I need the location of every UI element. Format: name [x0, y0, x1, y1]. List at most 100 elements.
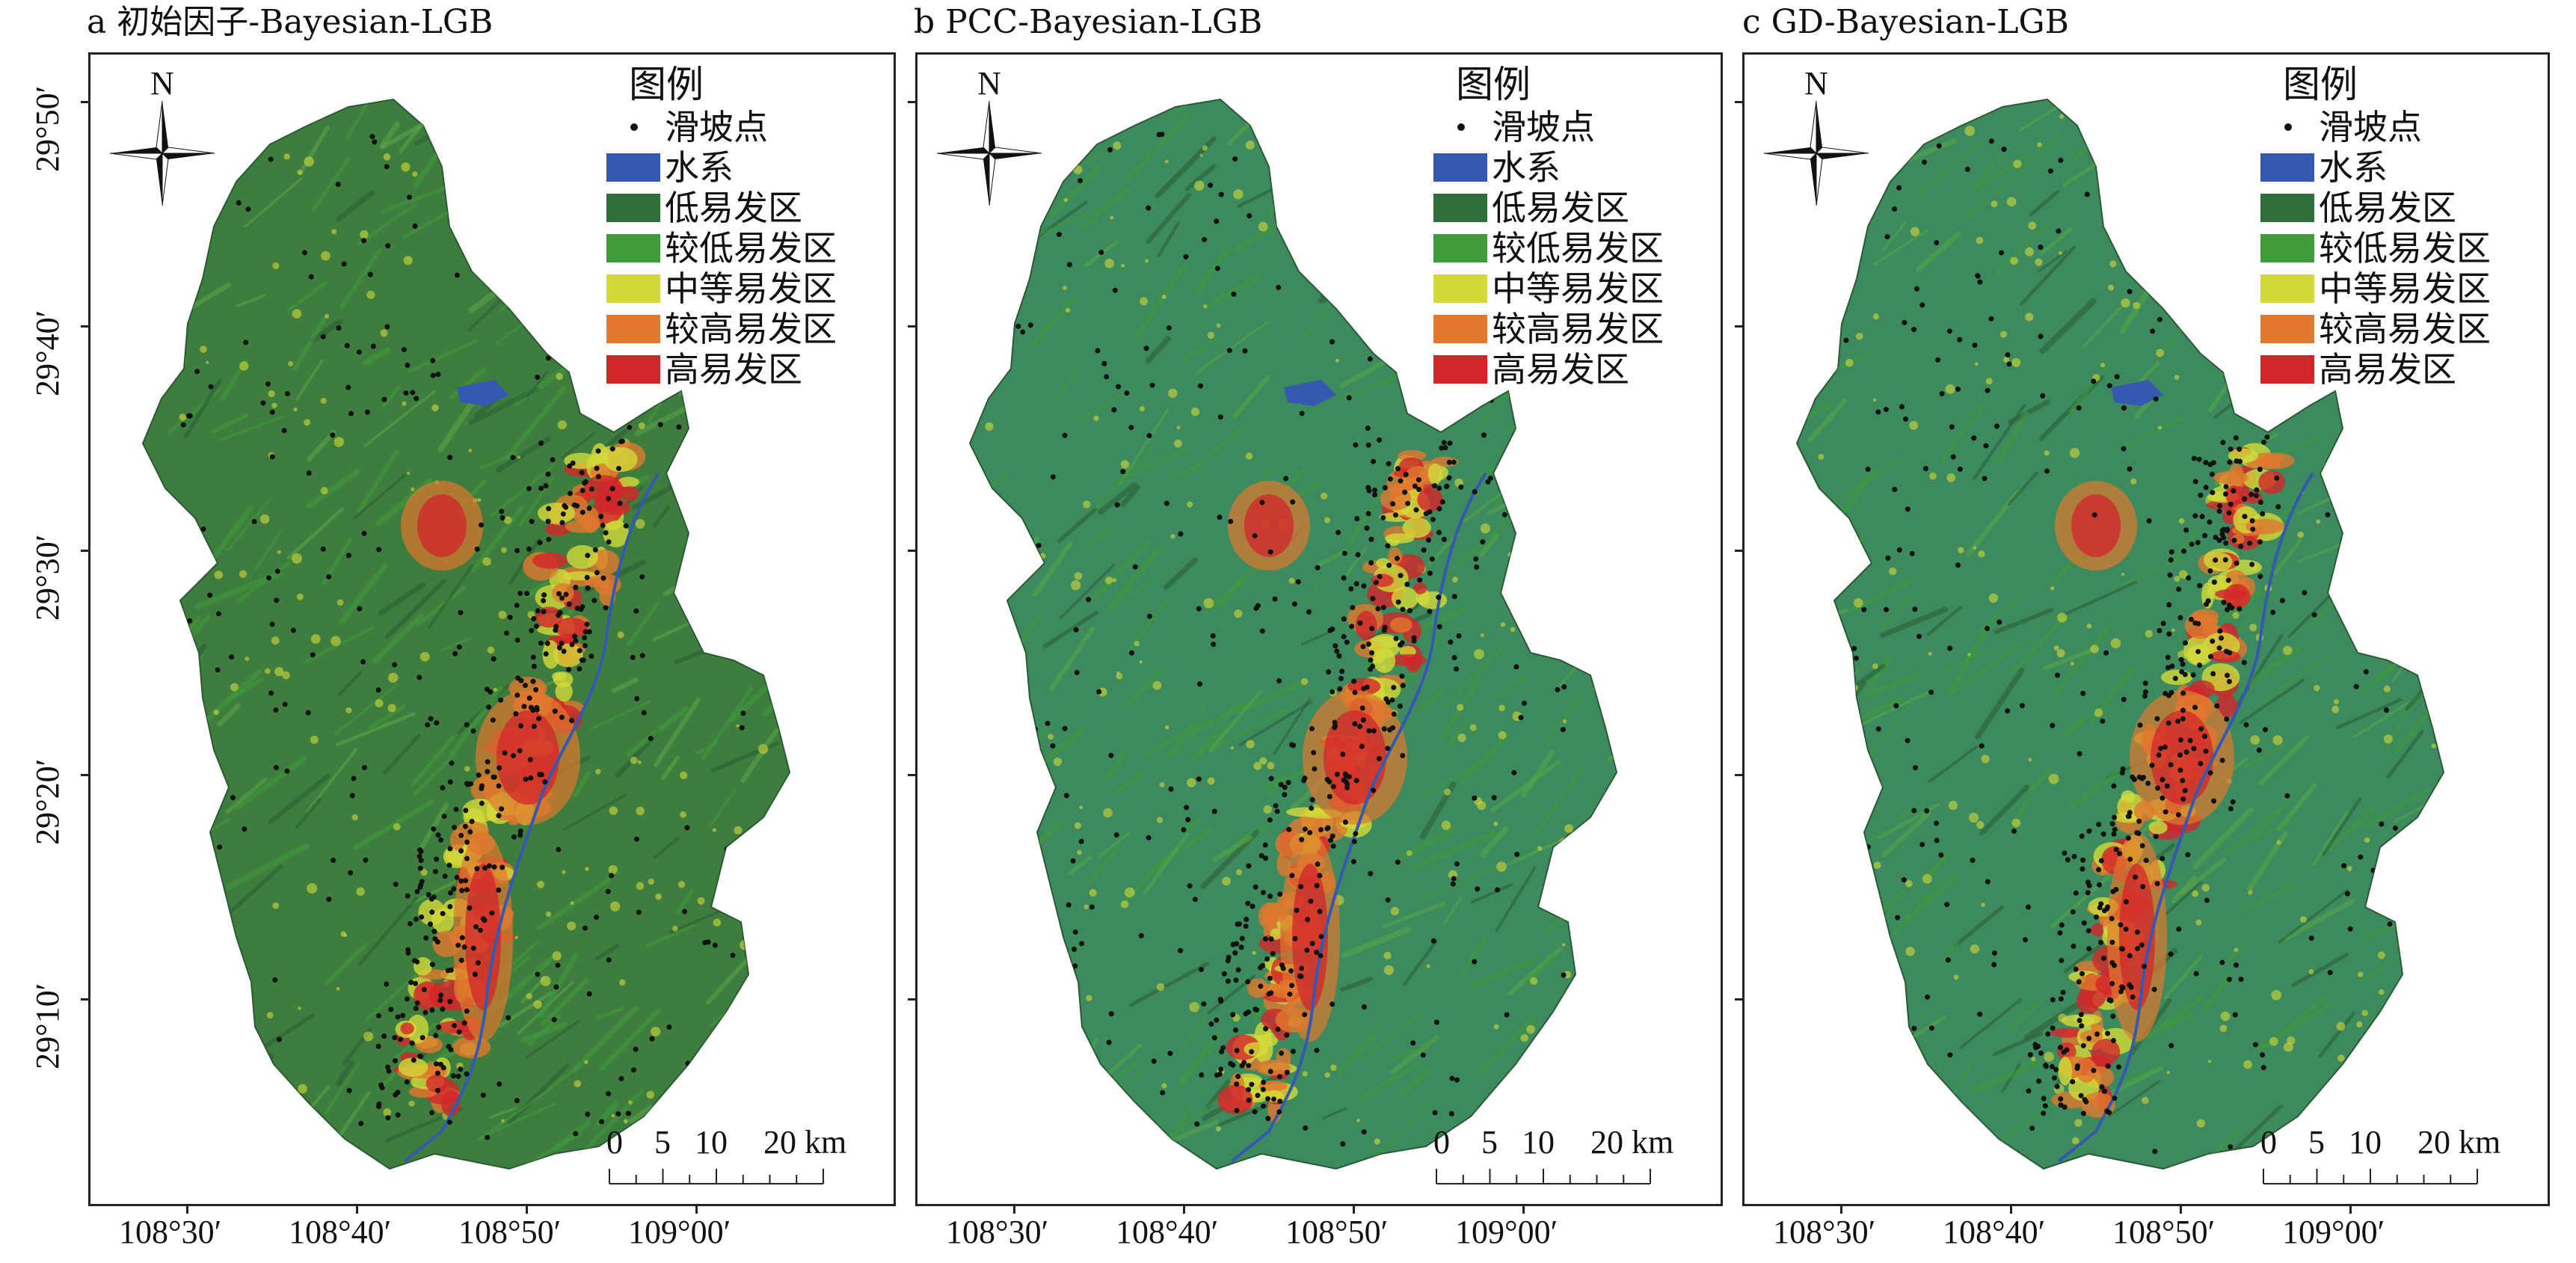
landslide-point [2153, 834, 2159, 840]
landslide-point [2176, 926, 2182, 932]
tick-mark [81, 774, 88, 776]
landslide-point [417, 847, 423, 853]
landslide-point [1230, 1062, 1236, 1068]
landslide-point [1181, 827, 1187, 833]
landslide-point [563, 591, 569, 597]
landslide-point [1023, 1042, 1029, 1048]
landslide-point [200, 526, 206, 532]
landslide-point [1163, 500, 1169, 506]
landslide-point [1361, 1129, 1367, 1135]
landslide-point [1238, 944, 1244, 950]
landslide-point [1284, 1032, 1290, 1038]
landslide-point [2222, 491, 2228, 497]
landslide-point [1447, 440, 1453, 446]
legend-label: 高易发区 [665, 349, 802, 390]
landslide-point [1245, 979, 1251, 985]
landslide-point [2221, 535, 2227, 541]
landslide-point [2121, 696, 2127, 702]
landslide-point [1266, 991, 1272, 997]
landslide-point [381, 396, 387, 402]
landslide-point [1079, 941, 1085, 947]
landslide-point [1032, 726, 1038, 732]
map-frame: N 图例 滑坡点 水系 低易发区 较低易发区 中等易发区 较高易发区 高易发区 0 5 10 20 km [1742, 52, 2550, 1206]
landslide-point [2237, 606, 2243, 612]
landslide-point [598, 514, 604, 520]
landslide-point [341, 261, 347, 267]
landslide-point [1899, 404, 1905, 410]
landslide-point [434, 1087, 440, 1093]
landslide-point [1391, 684, 1397, 690]
landslide-point [528, 775, 534, 781]
landslide-point [1870, 790, 1876, 796]
landslide-point [306, 470, 312, 476]
landslide-point [2050, 1025, 2056, 1031]
landslide-point [2127, 810, 2133, 816]
landslide-point [1315, 861, 1321, 867]
landslide-point [1183, 253, 1189, 259]
landslide-point [454, 272, 460, 278]
landslide-point [1214, 218, 1220, 224]
legend-item: 滑坡点 [2260, 107, 2545, 147]
landslide-point [1072, 963, 1078, 969]
landslide-point [1839, 1046, 1845, 1052]
landslide-point [1352, 689, 1358, 695]
landslide-point [1843, 337, 1849, 343]
landslide-point [1368, 870, 1374, 876]
landslide-point [393, 1057, 399, 1063]
landslide-point [2081, 920, 2087, 926]
study-area [968, 98, 1618, 1170]
tick-mark [908, 998, 915, 1001]
landslide-point [274, 568, 280, 574]
landslide-point [1232, 950, 1238, 956]
landslide-point [2050, 997, 2056, 1003]
landslide-point [1146, 835, 1152, 841]
landslide-point [478, 522, 484, 528]
landslide-point [413, 980, 419, 986]
scale-label: 0 [1433, 1124, 1450, 1161]
landslide-point [2104, 1108, 2110, 1114]
landslide-point [2183, 640, 2189, 646]
landslide-point [1330, 843, 1336, 849]
north-label: N [977, 65, 1001, 102]
landslide-point [1938, 852, 1944, 858]
landslide-point [416, 853, 422, 859]
landslide-point [517, 832, 523, 838]
landslide-point [421, 986, 427, 992]
landslide-point [1246, 1097, 1252, 1103]
landslide-point [2143, 858, 2149, 864]
landslide-point [1451, 876, 1457, 882]
landslide-point [2175, 719, 2181, 725]
landslide-point [514, 547, 520, 553]
tick-mark [695, 1206, 698, 1214]
landslide-point [1441, 440, 1447, 446]
landslide-point [1241, 1060, 1247, 1066]
landslide-point [550, 457, 556, 463]
landslide-point [1391, 711, 1397, 717]
landslide-point [1258, 965, 1264, 971]
landslide-point [556, 645, 562, 651]
landslide-point [1836, 746, 1842, 752]
landslide-point [1924, 808, 1930, 814]
landslide-point [1309, 797, 1315, 803]
landslide-point [1957, 466, 1963, 472]
landslide-point [1446, 459, 1452, 465]
landslide-point [473, 924, 479, 929]
landslide-point [682, 909, 688, 915]
landslide-point [351, 775, 357, 781]
landslide-point [1448, 1110, 1454, 1116]
landslide-point [1430, 517, 1436, 523]
landslide-point [2182, 787, 2188, 793]
legend-color-swatch [606, 355, 660, 384]
landslide-point [1282, 784, 1288, 790]
landslide-point [2056, 228, 2062, 234]
landslide-point [2326, 1113, 2331, 1119]
landslide-point [1078, 838, 1084, 844]
landslide-point [485, 704, 491, 710]
landslide-point [573, 1131, 579, 1137]
landslide-point [310, 652, 316, 658]
landslide-point [1369, 625, 1375, 631]
landslide-point [345, 384, 351, 390]
landslide-point [1302, 1012, 1308, 1018]
landslide-point [1276, 677, 1282, 683]
landslide-point [2198, 760, 2204, 766]
